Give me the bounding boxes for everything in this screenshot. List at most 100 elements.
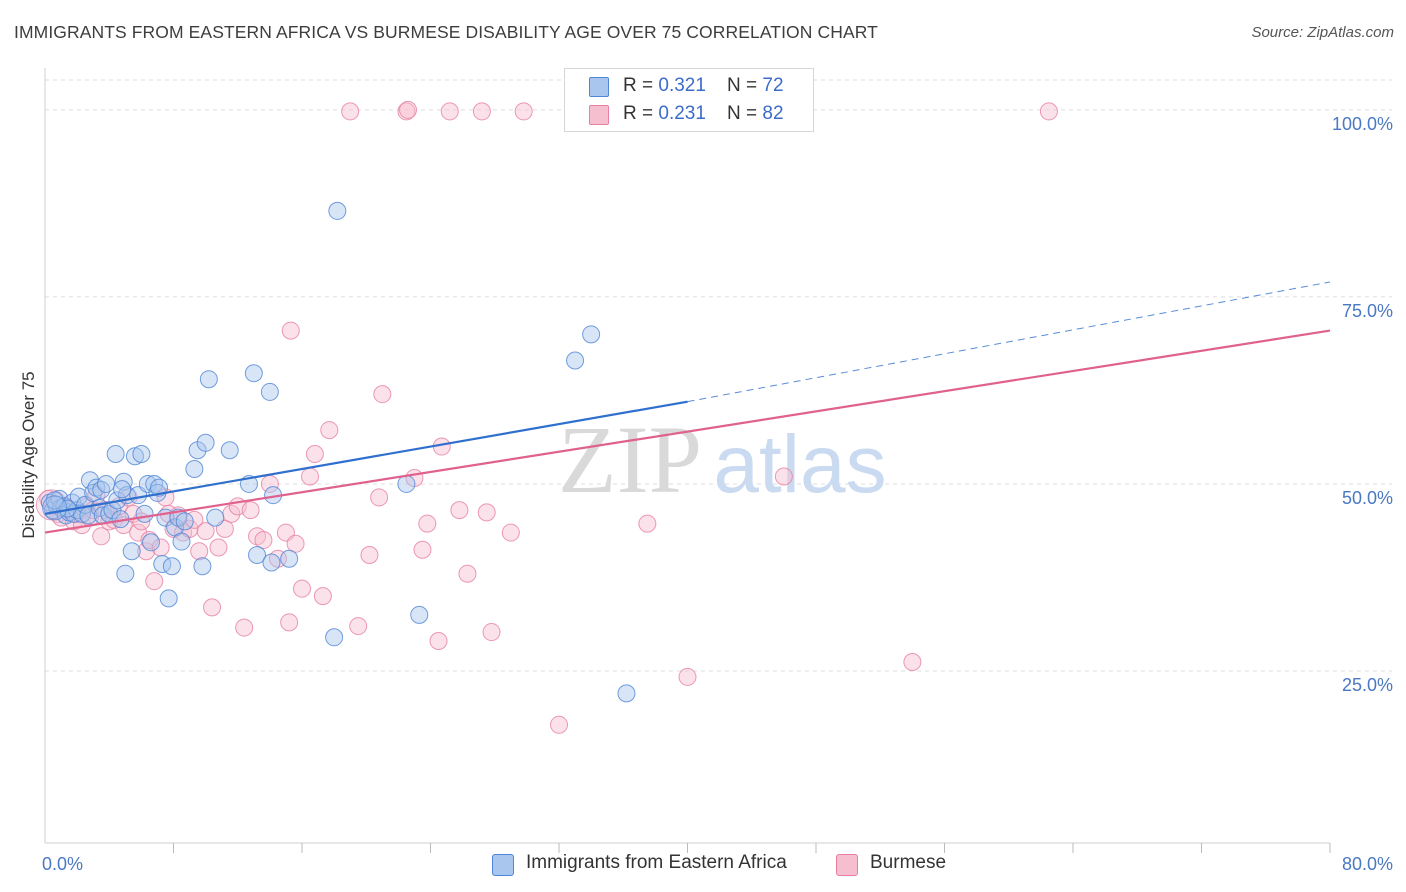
data-point: [254, 531, 273, 550]
n-label: N =: [727, 103, 763, 124]
data-point: [97, 474, 116, 493]
data-point: [458, 564, 477, 583]
data-point: [145, 572, 164, 591]
axes: [44, 68, 1331, 853]
data-point: [313, 587, 332, 606]
legend-stats-text: R = 0.321 N = 72: [623, 75, 784, 97]
data-point: [397, 474, 416, 493]
n-label: N =: [727, 75, 763, 96]
watermark-zip: ZIP: [558, 406, 702, 513]
data-point: [301, 467, 320, 486]
data-point: [482, 623, 501, 642]
data-point: [196, 522, 215, 541]
data-point: [472, 102, 491, 121]
data-point: [477, 503, 496, 522]
data-point: [206, 508, 225, 527]
data-point: [410, 605, 429, 624]
data-point: [138, 474, 157, 493]
data-point: [260, 382, 279, 401]
data-point: [190, 542, 209, 561]
data-point: [137, 542, 156, 561]
data-point: [129, 523, 148, 542]
data-point: [429, 632, 448, 651]
data-point: [175, 512, 194, 531]
series-eastern-africa: [40, 201, 636, 703]
series-burmese: [35, 100, 1058, 734]
data-point: [241, 501, 260, 520]
legend-swatch-pink: [836, 854, 858, 876]
data-point: [235, 618, 254, 637]
r-value-pink: 0.231: [658, 103, 706, 124]
data-point: [42, 495, 68, 521]
source-label: Source: ZipAtlas.com: [1251, 24, 1394, 41]
data-point: [373, 385, 392, 404]
data-point: [135, 504, 154, 523]
r-value-blue: 0.321: [658, 75, 706, 96]
watermark-atlas: atlas: [713, 419, 886, 510]
x-tick-label-max: 80.0%: [1342, 854, 1393, 874]
data-point: [774, 467, 793, 486]
r-label: R =: [623, 103, 659, 124]
data-point: [349, 617, 368, 636]
data-point: [1039, 102, 1058, 121]
data-point: [293, 579, 311, 598]
data-point: [185, 459, 204, 478]
data-point: [196, 433, 215, 452]
data-point: [185, 510, 204, 529]
data-point: [92, 480, 111, 499]
x-tick-label-min: 0.0%: [42, 854, 83, 874]
data-point: [514, 102, 533, 121]
data-point: [106, 445, 125, 464]
watermark: ZIP atlas: [558, 406, 887, 513]
data-point: [305, 445, 324, 464]
trend-lines: [44, 281, 1331, 534]
legend-swatch-pink: [589, 105, 609, 125]
data-point: [209, 538, 228, 557]
data-point: [122, 542, 141, 561]
y-tick-labels: 25.0% 50.0% 75.0% 100.0%: [1332, 114, 1393, 695]
data-point: [172, 532, 191, 551]
data-point: [220, 441, 239, 460]
y-tick-label: 25.0%: [1342, 675, 1393, 695]
x-tick-labels: 0.0% 80.0%: [42, 854, 1393, 874]
data-point: [87, 478, 106, 497]
data-point: [92, 527, 111, 546]
data-point: [114, 472, 133, 491]
n-value-pink: 82: [762, 103, 784, 124]
data-point: [150, 478, 169, 497]
y-axis-label: Disability Age Over 75: [19, 371, 38, 538]
data-point: [501, 523, 520, 542]
data-point: [199, 370, 218, 389]
data-point: [325, 628, 344, 647]
data-point: [678, 667, 697, 686]
data-point: [903, 652, 922, 671]
data-point: [328, 201, 347, 220]
data-point: [113, 480, 132, 499]
y-tick-label: 50.0%: [1342, 488, 1393, 508]
data-point: [566, 351, 585, 370]
data-point: [399, 100, 418, 119]
trend-line-eastern-africa: [44, 400, 688, 515]
data-point: [248, 546, 267, 565]
data-point: [638, 514, 657, 533]
data-point: [193, 557, 212, 576]
data-point: [360, 546, 379, 565]
data-point: [132, 445, 151, 464]
chart-title: IMMIGRANTS FROM EASTERN AFRICA VS BURMES…: [14, 22, 878, 42]
data-point: [286, 534, 305, 553]
data-point: [617, 684, 636, 703]
trend-line-eastern-africa-extension: [687, 281, 1331, 403]
trend-line-burmese: [44, 329, 1331, 534]
data-point: [116, 564, 135, 583]
data-point: [159, 589, 178, 608]
data-point: [418, 514, 437, 533]
data-point: [142, 533, 161, 552]
data-point: [370, 488, 389, 507]
data-point: [280, 549, 299, 568]
legend-swatch-blue: [589, 77, 609, 97]
data-point: [341, 102, 360, 121]
n-value-blue: 72: [762, 75, 784, 96]
legend-swatch-blue: [492, 854, 514, 876]
data-point: [320, 421, 339, 440]
